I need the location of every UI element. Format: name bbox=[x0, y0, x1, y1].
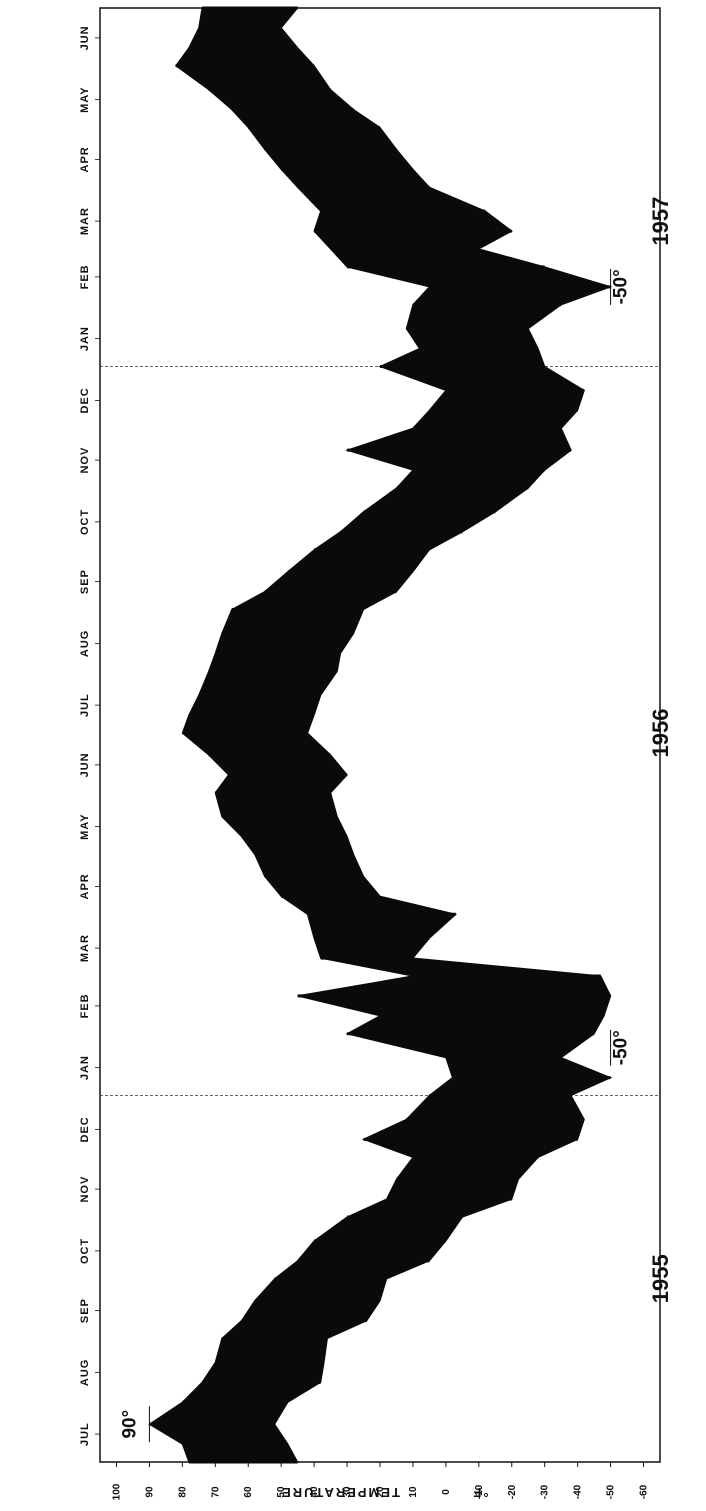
x-axis-month-labels: JUL AUG SEP OCT NOV DEC JAN FEB MAR APR MAY JUN JUL A… bbox=[79, 25, 100, 1446]
temperature-tick-label: 40 bbox=[309, 1486, 320, 1498]
temperature-tick-label: 60 bbox=[243, 1486, 254, 1498]
month-label: APR bbox=[79, 146, 91, 172]
temperature-tick-label: -10 bbox=[474, 1484, 485, 1499]
temperature-tick-label: -30 bbox=[540, 1484, 551, 1499]
month-label: JUN bbox=[79, 25, 91, 50]
temperature-tick-label: -20 bbox=[507, 1484, 518, 1499]
month-label: AUG bbox=[79, 1359, 91, 1386]
year-label: 1955 bbox=[648, 1254, 673, 1303]
y-axis-ticks: 100 90 80 70 60 50 40 30 20 10 0 -10 -20 -30 -40 -50 -60 bbox=[111, 1462, 650, 1500]
month-label: DEC bbox=[79, 1116, 91, 1142]
year-label: 1956 bbox=[648, 709, 673, 758]
temperature-tick-label: 100 bbox=[111, 1483, 122, 1500]
annotation-label: 90° bbox=[119, 1410, 140, 1439]
temperature-tick-label: 70 bbox=[210, 1486, 221, 1498]
month-label: MAR bbox=[79, 207, 91, 235]
temperature-tick-label: -50 bbox=[606, 1484, 617, 1499]
y-axis-unit-text: °F bbox=[471, 1485, 488, 1500]
month-label: NOV bbox=[79, 1176, 91, 1203]
temperature-tick-label: 90 bbox=[144, 1486, 155, 1498]
temperature-tick-label: 0 bbox=[441, 1489, 452, 1495]
temperature-tick-label: 30 bbox=[342, 1486, 353, 1498]
month-label: SEP bbox=[79, 569, 91, 594]
month-label: JUL bbox=[79, 693, 91, 717]
y-axis-title-text: TEMPERATURE bbox=[280, 1485, 400, 1500]
annotations: 90° -50° -50° bbox=[119, 268, 632, 1443]
series-layer bbox=[148, 6, 613, 1464]
month-label: DEC bbox=[79, 387, 91, 413]
temperature-tick-label: 20 bbox=[375, 1486, 386, 1498]
temperature-range-band bbox=[148, 7, 613, 1463]
annotation-label: -50° bbox=[611, 1030, 632, 1065]
month-label: FEB bbox=[79, 264, 91, 289]
year-labels: 1955 1956 1957 bbox=[648, 197, 673, 1304]
month-label: JUN bbox=[79, 752, 91, 777]
temperature-tick-label: 10 bbox=[408, 1486, 419, 1498]
month-label: NOV bbox=[79, 447, 91, 474]
temperature-tick-label: 80 bbox=[177, 1486, 188, 1498]
month-label: FEB bbox=[79, 993, 91, 1018]
month-label: MAY bbox=[79, 813, 91, 839]
annotation-label: -50° bbox=[611, 269, 632, 304]
month-label: JUL bbox=[79, 1422, 91, 1446]
y-axis-title: TEMPERATURE °F bbox=[280, 1485, 489, 1500]
month-label: JAN bbox=[79, 326, 91, 351]
month-label: OCT bbox=[79, 509, 91, 535]
month-label: APR bbox=[79, 873, 91, 899]
month-label: JAN bbox=[79, 1055, 91, 1080]
month-label: MAY bbox=[79, 86, 91, 112]
temperature-tick-label: 50 bbox=[276, 1486, 287, 1498]
temperature-tick-label: -60 bbox=[639, 1484, 650, 1499]
month-label: SEP bbox=[79, 1298, 91, 1323]
temperature-tick-label: -40 bbox=[573, 1484, 584, 1499]
month-label: AUG bbox=[79, 630, 91, 657]
month-label: MAR bbox=[79, 934, 91, 962]
month-label: OCT bbox=[79, 1238, 91, 1264]
year-label: 1957 bbox=[648, 197, 673, 246]
